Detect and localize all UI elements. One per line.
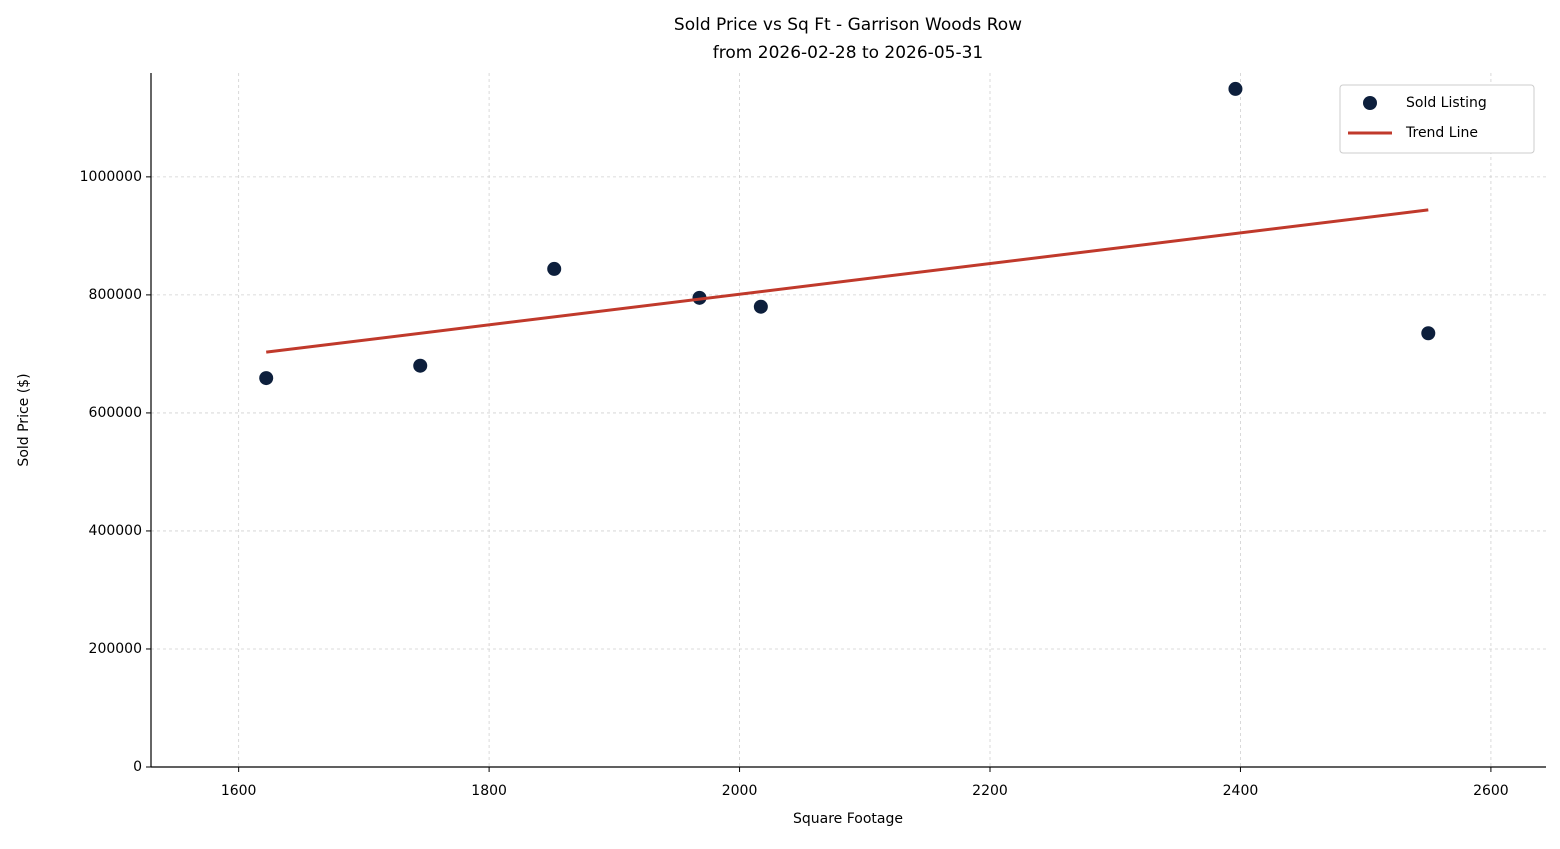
point (753, 299, 768, 314)
x-tick-label: 2400 (1223, 783, 1259, 799)
x-tick-label: 2000 (722, 783, 758, 799)
y-tick-label: 800000 (89, 287, 142, 303)
chart-subtitle: from 2026-02-28 to 2026-05-31 (713, 43, 983, 63)
x-tick-label: 2200 (972, 783, 1008, 799)
legend-label: Trend Line (1405, 125, 1478, 141)
legend-label: Sold Listing (1406, 95, 1487, 111)
x-axis-label: Square Footage (793, 811, 903, 827)
legend-swatch (1363, 96, 1377, 110)
x-tick-label: 1600 (221, 783, 257, 799)
point (547, 261, 562, 276)
y-tick-label: 400000 (89, 523, 142, 539)
x-tick-label: 2600 (1473, 783, 1509, 799)
point (1228, 81, 1243, 96)
y-tick-label: 1000000 (80, 169, 142, 185)
chart-title: Sold Price vs Sq Ft - Garrison Woods Row (674, 15, 1022, 35)
y-tick-label: 0 (133, 759, 142, 775)
legend-box (1339, 84, 1535, 154)
trend-line (266, 208, 1429, 354)
x-tick-label: 1800 (471, 783, 507, 799)
y-tick-label: 200000 (89, 641, 142, 657)
point (259, 371, 274, 386)
point (1421, 326, 1436, 341)
y-axis-label: Sold Price ($) (16, 373, 32, 466)
y-tick-label: 600000 (89, 405, 142, 421)
point (413, 358, 428, 373)
